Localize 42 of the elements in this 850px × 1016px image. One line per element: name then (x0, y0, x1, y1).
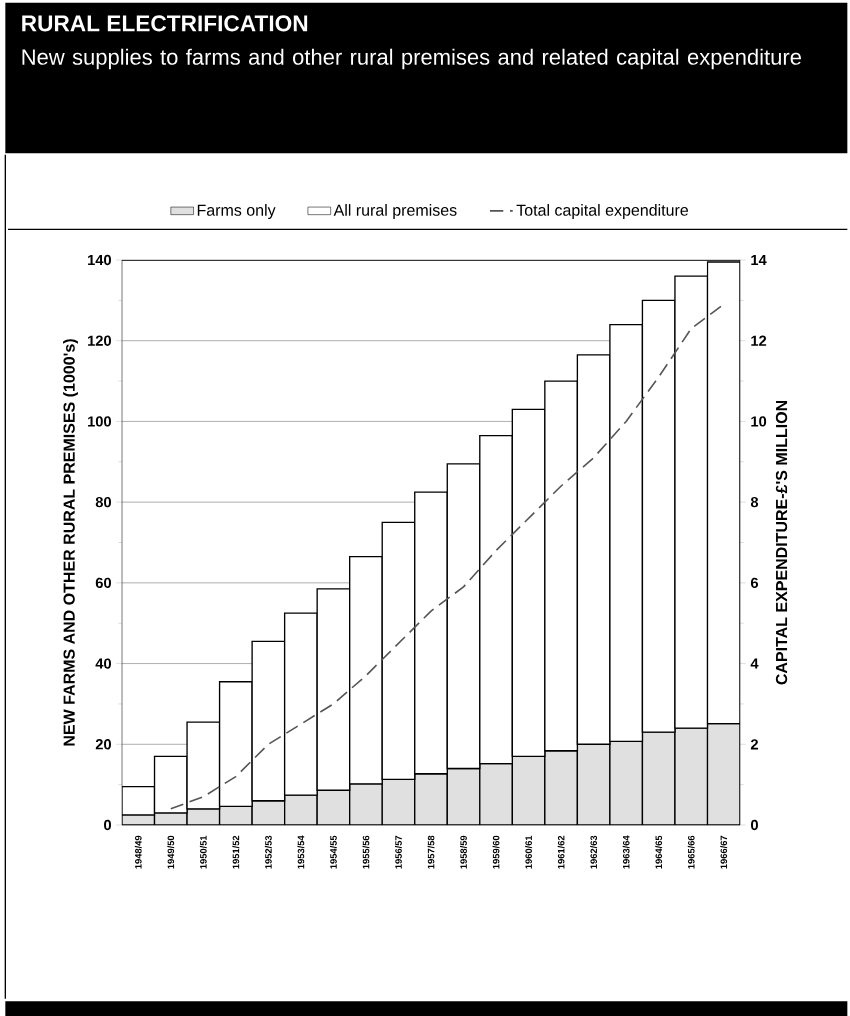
x-tick-label: 1950/51 (199, 835, 207, 869)
y-tick-label: 60 (95, 577, 111, 589)
legend-label: All rural premises (333, 204, 457, 219)
x-tick-label: 1948/49 (134, 835, 142, 869)
x-tick-label: 1955/56 (362, 835, 370, 869)
y-tick-label: 80 (95, 496, 111, 508)
legend-label: Farms only (197, 204, 276, 219)
y-tick-label: 100 (88, 416, 111, 427)
y2-axis-title: CAPITAL EXPENDITURE-£'S MILLION (775, 400, 788, 685)
y2-tick-label: 4 (750, 658, 759, 669)
y-axis-title: NEW FARMS AND OTHER RURAL PREMISES (1000's) (63, 339, 78, 746)
x-tick-label: 1964/65 (655, 835, 663, 869)
x-tick-label: 1953/54 (297, 835, 305, 869)
y2-tick-label: 6 (750, 577, 759, 589)
x-tick-label: 1952/53 (264, 835, 272, 869)
legend-label: Total capital expenditure (516, 204, 689, 219)
x-tick-label: 1949/50 (167, 835, 175, 869)
x-tick-label: 1959/60 (492, 835, 500, 869)
chart-title: RURAL ELECTRIFICATION (22, 15, 308, 32)
x-tick-label: 1954/55 (329, 835, 337, 869)
x-tick-label: 1957/58 (427, 835, 435, 869)
x-tick-label: 1956/57 (395, 835, 402, 869)
y2-tick-label: 0 (750, 819, 758, 831)
y-tick-label: 0 (104, 819, 111, 831)
y2-tick-label: 10 (751, 416, 767, 427)
x-tick-label: 1958/59 (460, 835, 468, 869)
y2-tick-label: 2 (750, 739, 758, 750)
x-tick-label: 1961/62 (557, 835, 565, 869)
x-tick-label: 1962/63 (590, 835, 598, 869)
x-tick-label: 1966/67 (720, 835, 728, 869)
y-tick-label: 120 (88, 335, 111, 346)
chart-subtitle: New supplies to farms and other rural premises and related capital expenditure (22, 48, 801, 70)
x-tick-label: 1965/66 (687, 835, 695, 869)
x-tick-label: 1960/61 (525, 835, 533, 869)
x-tick-label: 1951/52 (232, 835, 240, 869)
x-tick-label: 1963/64 (622, 835, 630, 869)
y2-tick-label: 14 (751, 254, 767, 266)
y-tick-label: 20 (95, 739, 111, 750)
y-tick-label: 140 (88, 254, 111, 266)
y2-tick-label: 8 (750, 496, 759, 508)
y-tick-label: 40 (95, 658, 111, 669)
y2-tick-label: 12 (751, 335, 767, 346)
